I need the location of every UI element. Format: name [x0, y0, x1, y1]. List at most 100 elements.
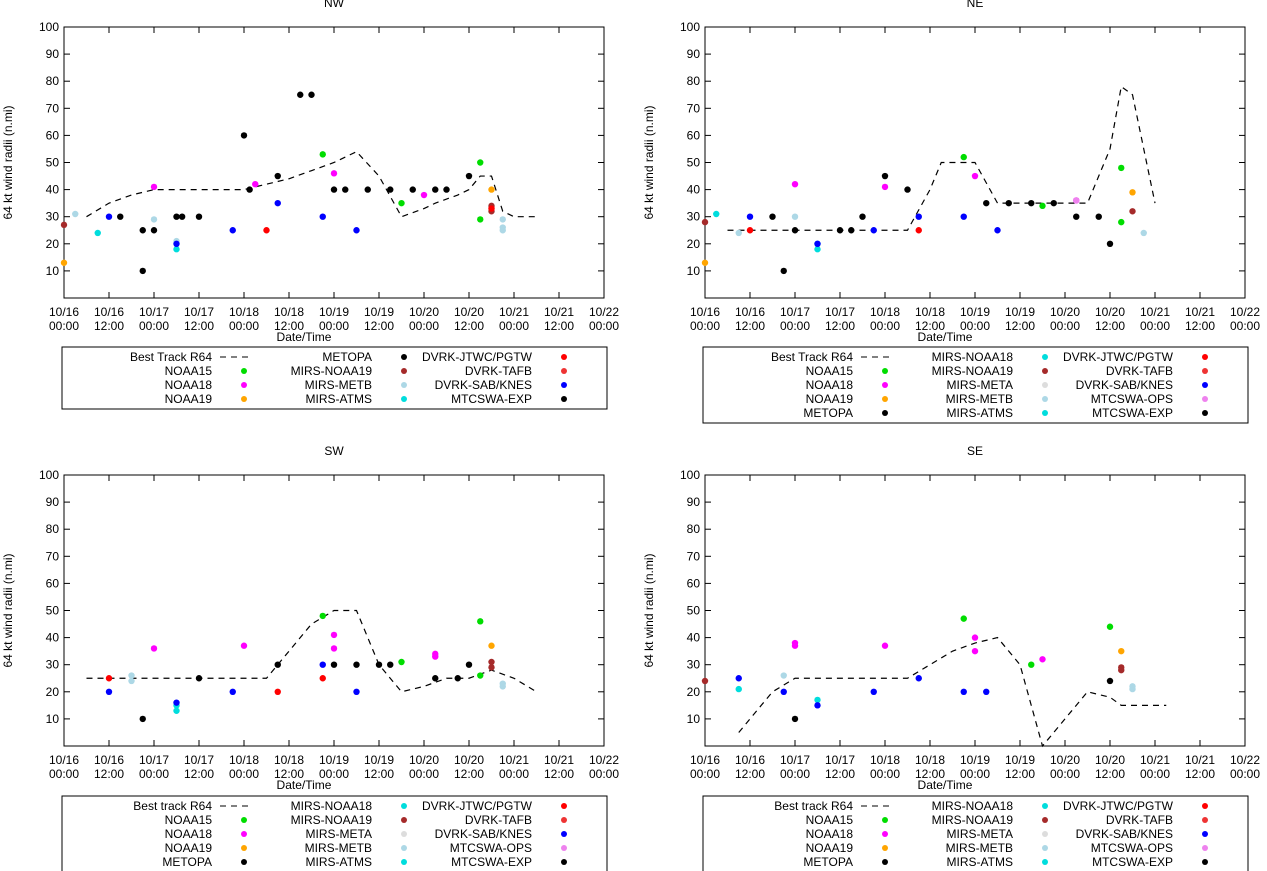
se-point-noaa15: [1106, 623, 1114, 630]
se-xtick-time: 00:00: [1050, 767, 1080, 781]
ne-xtick-date: 10/17: [780, 305, 810, 319]
nw-point-metopa: [173, 213, 180, 220]
sw-legend-label: MTCSWA-OPS: [450, 841, 532, 855]
ne-legend-label: MIRS-METB: [946, 392, 1013, 406]
se-point-mirs-noaa19: [701, 677, 709, 685]
ne-point-mtcswa-exp: [1050, 199, 1057, 207]
sw-ytick-label: 80: [46, 522, 60, 536]
nw-point-dvrk-jtwc-pgtw: [263, 227, 270, 234]
ne-legend-label: MTCSWA-EXP: [1092, 406, 1173, 420]
sw-legend-key-mirs-meta: [401, 831, 407, 837]
nw-legend-key-mirs-atms: [401, 396, 407, 402]
ne-point-noaa18: [791, 180, 799, 188]
nw-legend-label: DVRK-SAB/KNES: [435, 378, 532, 392]
se-point-dvrk-sab-knes: [870, 688, 877, 695]
sw-xtick-time: 12:00: [94, 767, 124, 781]
nw-xtick-time: 00:00: [49, 319, 79, 333]
nw-point-mtcswa-exp: [195, 213, 203, 220]
sw-point-dvrk-sab-knes: [319, 661, 326, 668]
nw-xtick-date: 10/19: [364, 305, 394, 319]
ne-point-dvrk-sab-knes: [746, 213, 754, 220]
nw-point-noaa15: [477, 159, 484, 166]
sw-xtick-date: 10/21: [499, 753, 529, 767]
se-xtick-date: 10/17: [780, 753, 810, 767]
nw-point-noaa19: [60, 259, 68, 266]
ne-point-dvrk-sab-knes: [814, 240, 821, 247]
ne-xtick-date: 10/21: [1140, 305, 1170, 319]
sw-ytick-label: 50: [46, 604, 60, 618]
sw-point-noaa18: [330, 645, 338, 652]
se-xtick-date: 10/16: [735, 753, 765, 767]
ne-xtick-date: 10/21: [1185, 305, 1215, 319]
se-xtick-date: 10/21: [1185, 753, 1215, 767]
sw-xtick-date: 10/20: [409, 753, 439, 767]
ne-point-metopa: [1028, 199, 1035, 207]
nw-chart-title: NW: [324, 0, 345, 10]
ne-xtick-time: 00:00: [1140, 319, 1170, 333]
ne-ytick-label: 90: [687, 47, 701, 61]
ne-ytick-label: 80: [687, 74, 701, 88]
sw-xtick-date: 10/19: [319, 753, 349, 767]
sw-point-dvrk-jtwc-pgtw: [274, 688, 281, 695]
sw-point-noaa18: [150, 645, 158, 652]
se-legend-label: NOAA18: [806, 827, 854, 841]
se-legend-key-dvrk-sab-knes: [1202, 831, 1208, 837]
nw-legend-label: DVRK-TAFB: [465, 364, 532, 378]
se-xtick-time: 00:00: [1140, 767, 1170, 781]
ne-legend-box: [702, 346, 1249, 424]
nw-xtick-time: 12:00: [364, 319, 394, 333]
ne-legend-label: MTCSWA-OPS: [1091, 392, 1173, 406]
nw-legend-key-dvrk-tafb: [561, 368, 567, 374]
sw-legend-key-mtcswa-exp: [561, 859, 567, 865]
se-legend-label: NOAA15: [806, 813, 854, 827]
sw-xtick-time: 12:00: [544, 767, 574, 781]
ne-x-axis-label: Date/Time: [918, 330, 973, 344]
se-xtick-date: 10/18: [915, 753, 945, 767]
ne-point-metopa: [1073, 213, 1080, 220]
ne-xtick-date: 10/16: [690, 305, 720, 319]
sw-legend-label: DVRK-TAFB: [465, 813, 532, 827]
se-point-dvrk-sab-knes: [780, 688, 787, 695]
ne-point-noaa18: [881, 183, 889, 191]
sw-legend-label: NOAA18: [165, 827, 213, 841]
nw-xtick-date: 10/16: [49, 305, 79, 319]
ne-legend-key-noaa15: [882, 368, 888, 374]
ne-xtick-date: 10/22: [1230, 305, 1260, 319]
se-point-mirs-metb: [1129, 685, 1136, 693]
ne-xtick-time: 00:00: [1230, 319, 1260, 333]
nw-point-noaa15: [398, 199, 405, 207]
sw-best-track-line: [86, 609, 537, 693]
ne-legend-label: MIRS-NOAA19: [932, 364, 1014, 378]
ne-point-mtcswa-exp: [769, 213, 776, 220]
nw-legend-key-dvrk-jtwc-pgtw: [561, 354, 567, 360]
se-xtick-date: 10/18: [870, 753, 900, 767]
se-point-dvrk-sab-knes: [983, 688, 990, 695]
nw-legend-key-noaa18: [241, 382, 247, 388]
se-legend-label: MTCSWA-OPS: [1091, 841, 1173, 855]
se-legend-label: DVRK-SAB/KNES: [1076, 827, 1173, 841]
se-xtick-date: 10/19: [960, 753, 990, 767]
sw-xtick-time: 00:00: [49, 767, 79, 781]
ne-point-metopa: [780, 267, 787, 275]
nw-point-noaa15: [477, 216, 484, 223]
ne-point-metopa: [983, 199, 990, 207]
nw-point-dvrk-sab-knes: [173, 240, 180, 247]
ne-legend-key-mirs-noaa18: [1042, 354, 1048, 360]
ne-legend-key-dvrk-jtwc-pgtw: [1202, 354, 1208, 360]
ne-point-metopa: [1095, 213, 1102, 220]
se-point-dvrk-sab-knes: [915, 675, 922, 682]
nw-point-dvrk-sab-knes: [105, 213, 113, 220]
sw-ytick-label: 70: [46, 549, 60, 563]
nw-point-dvrk-sab-knes: [353, 227, 360, 234]
nw-legend-box: [61, 346, 608, 410]
ne-legend-key-mirs-atms: [1042, 410, 1048, 416]
nw-legend-label: NOAA18: [165, 378, 213, 392]
se-legend-label: DVRK-JTWC/PGTW: [1063, 799, 1174, 813]
ne-xtick-date: 10/16: [735, 305, 765, 319]
ne-legend-label: MIRS-META: [947, 378, 1013, 392]
sw-xtick-date: 10/16: [94, 753, 124, 767]
sw-xtick-date: 10/17: [139, 753, 169, 767]
sw-xtick-time: 00:00: [319, 767, 349, 781]
nw-xtick-time: 00:00: [319, 319, 349, 333]
nw-point-mirs-metb: [499, 227, 506, 234]
